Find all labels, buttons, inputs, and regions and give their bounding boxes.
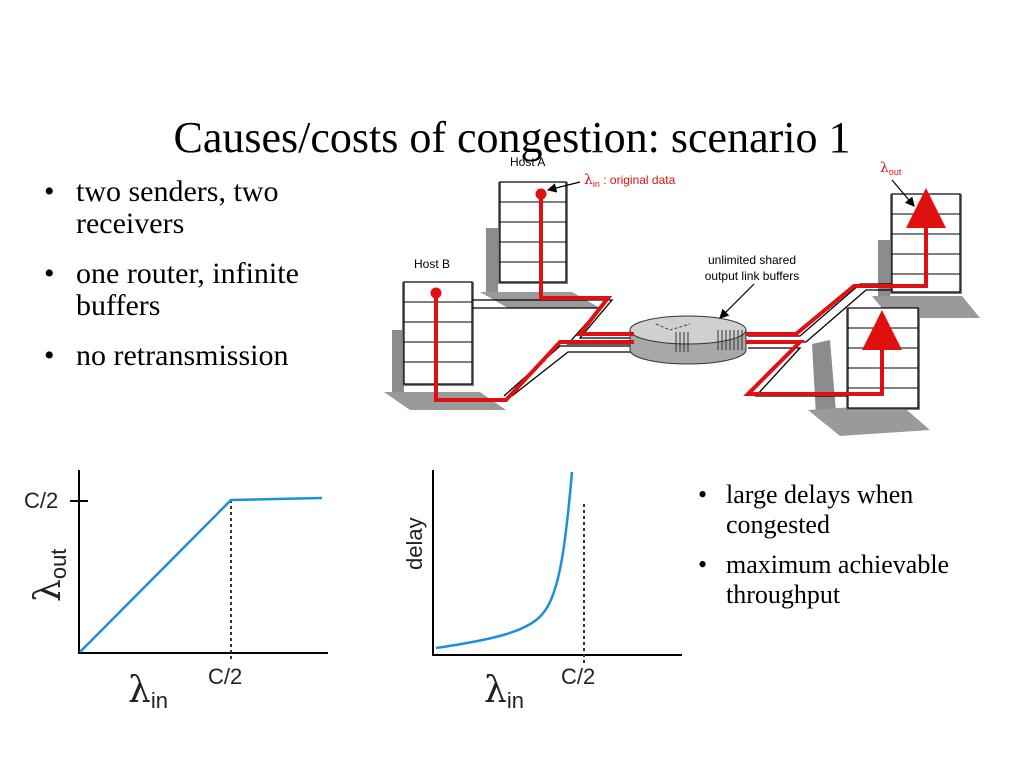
host-a-label: Host A (510, 155, 545, 169)
host-b-source-dot (430, 287, 442, 299)
bullet-text: two senders, two receivers (76, 175, 279, 240)
bullet-item: • large delays when congested (698, 480, 914, 539)
buffer-note-pointer (719, 283, 755, 319)
throughput-y-label: λout (28, 549, 71, 602)
bullet-text: maximum achievable throughput (726, 550, 950, 609)
delay-plot: delay C/2 λin (402, 470, 682, 713)
host-b-computer (384, 281, 506, 410)
bullet-item: • maximum achievable throughput (698, 550, 950, 609)
bullet-text: no retransmission (76, 339, 289, 372)
throughput-x-label: λin (128, 670, 168, 713)
delay-x-tick-label: C/2 (561, 664, 595, 689)
host-a-source-dot (535, 188, 547, 200)
bullet-item: • no retransmission (44, 339, 289, 372)
network-diagram: Host A Host B λin : original data λout u… (384, 155, 980, 436)
throughput-x-tick-label: C/2 (208, 664, 242, 689)
delay-curve (435, 471, 574, 650)
lambda-out-pointer (891, 179, 915, 207)
throughput-y-tick-label: C/2 (24, 488, 58, 513)
slide-title: Causes/costs of congestion: scenario 1 (173, 113, 851, 162)
router-note-line1: unlimited shared (708, 253, 796, 267)
throughput-curve (79, 496, 323, 653)
bullet-item: • one router, infinite buffers (44, 257, 299, 322)
throughput-plot: C/2 C/2 λout λin (24, 470, 328, 713)
lambda-in-label: λin : original data (584, 172, 676, 189)
host-b-label: Host B (414, 257, 450, 271)
delay-x-label: λin (484, 670, 524, 713)
right-bullet-list: • large delays when congested • maximum ac… (690, 480, 1010, 620)
receiver-bottom-computer (808, 307, 930, 436)
bullet-text: large delays when congested (726, 480, 914, 539)
lambda-out-label: λout (880, 160, 902, 177)
lambda-in-pointer (546, 181, 581, 193)
router-icon (629, 315, 747, 365)
bullet-text: one router, infinite buffers (76, 257, 299, 322)
bullet-item: • two senders, two receivers (44, 175, 279, 240)
left-bullet-list: • two senders, two receivers • one router,… (36, 176, 376, 390)
router-note-line2: output link buffers (705, 269, 800, 283)
flow-paths (434, 188, 946, 402)
delay-y-label: delay (402, 517, 427, 570)
